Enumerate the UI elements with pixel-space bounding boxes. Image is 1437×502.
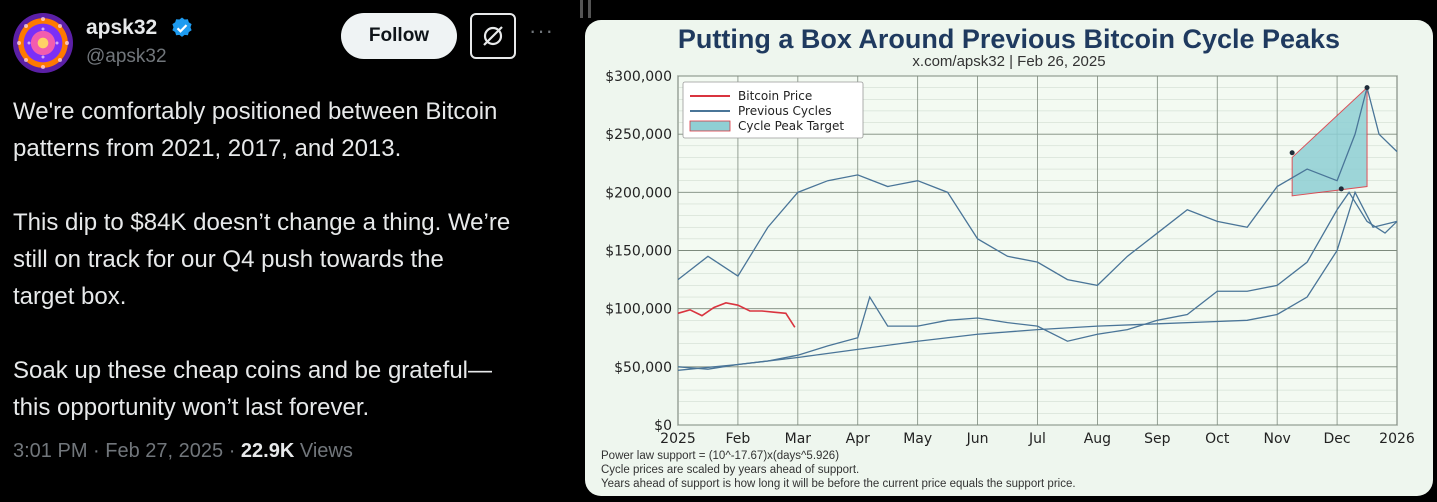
media-divider xyxy=(580,0,598,18)
legend-label: Bitcoin Price xyxy=(738,89,812,103)
chart-plot: $0 $50,000 $100,000 $150,000 $200,000 $250,00… xyxy=(605,69,1415,447)
grok-button[interactable] xyxy=(470,13,516,59)
x-tick-label: Jun xyxy=(966,431,989,447)
x-tick-label: Feb xyxy=(726,431,751,447)
chart-title: Putting a Box Around Previous Bitcoin Cy… xyxy=(677,24,1341,54)
follow-button[interactable]: Follow xyxy=(341,13,457,59)
views-label: Views xyxy=(299,440,353,462)
peak-point xyxy=(1364,85,1370,91)
tweet-meta: 3:01 PM · Feb 27, 2025 · 22.9K Views xyxy=(13,440,353,462)
x-tick-label: Mar xyxy=(785,431,812,447)
x-tick-label: Nov xyxy=(1264,431,1291,447)
tweet: apsk32 @apsk32 Follow ··· We're comforta… xyxy=(0,0,575,502)
x-tick-label: Aug xyxy=(1084,431,1111,447)
x-tick-label: Sep xyxy=(1144,431,1171,447)
x-tick-label: May xyxy=(903,431,932,447)
y-tick-label: $200,000 xyxy=(605,185,672,201)
legend-label: Cycle Peak Target xyxy=(738,119,844,133)
tweet-time[interactable]: 3:01 PM xyxy=(13,440,88,462)
chart-footnote: Cycle prices are scaled by years ahead o… xyxy=(601,464,860,476)
legend-swatch xyxy=(689,120,731,132)
chart-footnote: Years ahead of support is how long it wi… xyxy=(601,478,1076,490)
x-tick-label: Oct xyxy=(1205,431,1230,447)
peak-point xyxy=(1338,186,1344,192)
legend-label: Previous Cycles xyxy=(738,104,832,118)
y-tick-label: $50,000 xyxy=(614,360,672,376)
y-tick-label: $100,000 xyxy=(605,302,672,318)
x-tick-label: Jul xyxy=(1028,431,1046,447)
grok-icon xyxy=(483,26,503,46)
avatar[interactable] xyxy=(13,13,73,73)
peak-point xyxy=(1289,150,1295,156)
display-name[interactable]: apsk32 xyxy=(86,16,158,39)
more-icon[interactable]: ··· xyxy=(529,18,554,43)
y-tick-label: $300,000 xyxy=(605,69,672,85)
tweet-paragraph: We're comfortably positioned between Bit… xyxy=(13,98,498,162)
x-tick-label: Apr xyxy=(846,431,870,447)
x-tick-label: 2026 xyxy=(1379,431,1415,447)
chart-image[interactable]: Putting a Box Around Previous Bitcoin Cy… xyxy=(585,20,1433,496)
chart-subtitle: x.com/apsk32 | Feb 26, 2025 xyxy=(912,53,1106,70)
tweet-date[interactable]: Feb 27, 2025 xyxy=(105,440,224,462)
previous-cycle-line xyxy=(677,87,1398,287)
tweet-text: We're comfortably positioned between Bit… xyxy=(13,93,568,463)
previous-cycle-line xyxy=(677,190,1398,371)
cycle-peak-target-box xyxy=(1291,86,1368,197)
tweet-paragraph: This dip to $84K doesn’t change a thing.… xyxy=(13,209,511,310)
avatar-pattern-icon xyxy=(17,17,69,69)
previous-cycle-line xyxy=(677,191,1398,370)
y-tick-label: $150,000 xyxy=(605,244,672,260)
chart-footnote: Power law support = (10^-17.67)x(days^5.… xyxy=(601,450,840,462)
verified-badge-icon xyxy=(172,17,192,37)
handle[interactable]: @apsk32 xyxy=(86,46,167,67)
tweet-paragraph: Soak up these cheap coins and be gratefu… xyxy=(13,357,492,421)
views-count: 22.9K xyxy=(240,440,295,462)
x-tick-label: Dec xyxy=(1324,431,1351,447)
y-tick-label: $0 xyxy=(654,418,672,434)
bitcoin-price-line xyxy=(677,302,796,328)
y-tick-label: $250,000 xyxy=(605,127,672,143)
x-tick-label: 2025 xyxy=(660,431,696,447)
